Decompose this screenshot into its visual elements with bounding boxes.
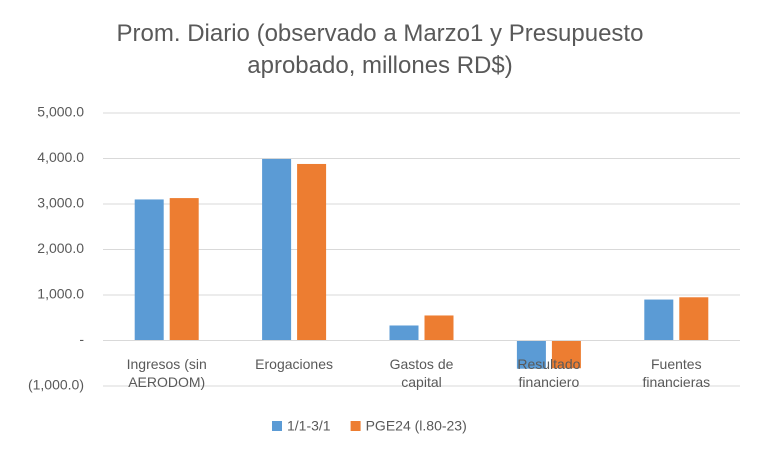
y-tick-label: 5,000.0 <box>37 104 84 120</box>
y-tick-label: (1,000.0) <box>28 377 84 393</box>
x-tick-label: Fuentes financieras <box>642 356 711 390</box>
y-tick-label: - <box>79 331 84 347</box>
bar <box>424 315 454 341</box>
bar <box>262 158 292 341</box>
y-tick-label: 2,000.0 <box>37 240 84 256</box>
x-tick-label: Ingresos (sin AERODOM) <box>126 356 207 390</box>
legend-swatch <box>272 421 282 431</box>
legend-label: 1/1-3/1 <box>287 418 331 434</box>
y-tick-label: 4,000.0 <box>37 149 84 165</box>
bar <box>516 340 546 369</box>
y-tick-label: 1,000.0 <box>37 286 84 302</box>
y-tick-label: 3,000.0 <box>37 195 84 211</box>
bar <box>134 199 164 341</box>
legend-label: PGE24 (l.80-23) <box>366 418 467 434</box>
bar <box>551 340 581 369</box>
bar <box>389 325 419 341</box>
bar <box>679 297 709 341</box>
x-tick-label: Resultado financiero <box>517 356 581 390</box>
chart-title: Prom. Diario (observado a Marzo1 y Presu… <box>116 20 644 79</box>
legend-swatch <box>350 421 361 431</box>
x-tick-label: Erogaciones <box>255 356 333 372</box>
bar <box>297 163 327 341</box>
x-tick-label: Gastos de capital <box>389 356 454 390</box>
bar <box>644 299 674 341</box>
bar <box>169 198 199 341</box>
